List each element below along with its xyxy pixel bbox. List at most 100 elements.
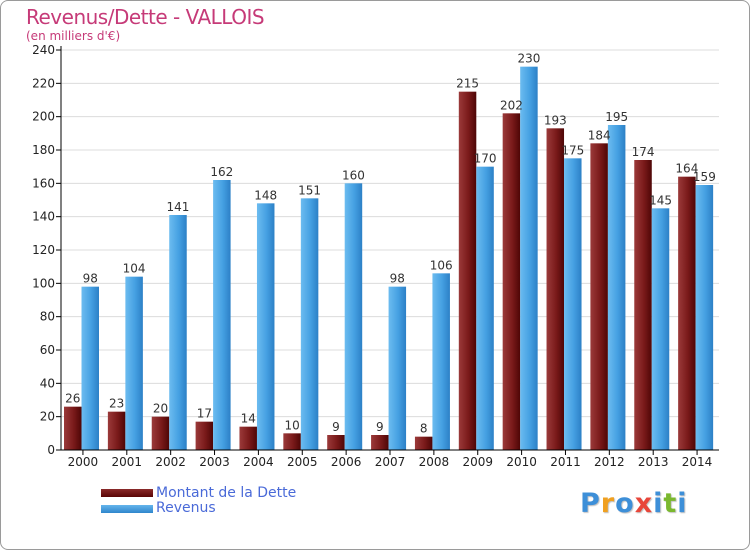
bar-debt-2002 — [151, 416, 170, 450]
chart-title: Revenus/Dette - VALLOIS — [26, 5, 265, 29]
data-label-revenue-2004: 148 — [254, 188, 277, 202]
data-label-revenue-2013: 145 — [649, 193, 672, 207]
bar-revenue-2006 — [344, 183, 363, 451]
proxiti-logo: Proxiti — [580, 488, 688, 519]
bar-revenue-2013 — [651, 208, 670, 450]
data-label-revenue-2009: 170 — [474, 152, 497, 166]
data-label-debt-2001: 23 — [109, 397, 124, 411]
data-label-revenue-2001: 104 — [123, 262, 146, 276]
data-label-revenue-2006: 160 — [342, 168, 365, 182]
bar-debt-2009 — [458, 91, 477, 451]
bar-debt-2013 — [634, 160, 652, 450]
legend-label-revenue: Revenus — [156, 500, 216, 516]
x-tick-label: 2014 — [682, 455, 713, 469]
y-tick-label: 20 — [40, 410, 55, 424]
data-label-revenue-2005: 151 — [298, 183, 321, 197]
legend-label-debt: Montant de la Dette — [156, 485, 297, 501]
data-label-revenue-2014: 159 — [693, 170, 716, 184]
x-tick-label: 2008 — [419, 455, 450, 469]
logo-letter: o — [615, 488, 635, 519]
data-label-debt-2011: 193 — [544, 113, 567, 127]
bar-debt-2003 — [195, 421, 214, 450]
data-label-revenue-2008: 106 — [430, 258, 453, 272]
data-label-debt-2009: 215 — [456, 77, 479, 91]
logo-letter: r — [600, 488, 616, 519]
data-label-debt-2005: 10 — [284, 418, 299, 432]
legend-swatch-revenue — [101, 505, 153, 513]
logo-letter: x — [634, 488, 654, 519]
y-tick-label: 80 — [40, 310, 55, 324]
x-tick-label: 2013 — [638, 455, 669, 469]
y-tick-label: 100 — [32, 276, 55, 290]
bar-revenue-2011 — [564, 158, 582, 451]
data-label-revenue-2000: 98 — [83, 272, 98, 286]
y-tick-label: 220 — [32, 76, 55, 90]
y-tick-label: 120 — [32, 243, 55, 257]
y-tick-label: 60 — [40, 343, 55, 357]
y-tick-label: 140 — [32, 210, 55, 224]
data-label-debt-2003: 17 — [197, 407, 212, 421]
y-tick-label: 40 — [40, 376, 55, 390]
data-label-debt-2000: 26 — [65, 392, 80, 406]
x-tick-label: 2005 — [287, 455, 318, 469]
data-label-revenue-2010: 230 — [517, 52, 540, 66]
data-label-debt-2002: 20 — [153, 402, 168, 416]
y-tick-label: 240 — [32, 43, 55, 57]
data-label-debt-2004: 14 — [241, 412, 256, 426]
x-tick-label: 2007 — [375, 455, 406, 469]
logo-letter: i — [677, 488, 688, 519]
data-label-revenue-2003: 162 — [210, 165, 233, 179]
bar-debt-2014 — [678, 176, 696, 450]
data-label-debt-2007: 9 — [376, 420, 384, 434]
bar-debt-2008 — [414, 436, 433, 450]
bar-debt-2011 — [546, 128, 565, 451]
bar-revenue-2008 — [432, 273, 450, 450]
chart-subtitle: (en milliers d'€) — [26, 29, 121, 43]
x-tick-label: 2001 — [112, 455, 143, 469]
data-label-revenue-2007: 98 — [390, 272, 405, 286]
data-label-revenue-2012: 195 — [605, 110, 628, 124]
bar-revenue-2010 — [520, 66, 538, 451]
data-label-debt-2010: 202 — [500, 98, 523, 112]
x-tick-label: 2000 — [68, 455, 99, 469]
bar-debt-2000 — [64, 406, 82, 450]
data-label-debt-2008: 8 — [420, 422, 428, 436]
x-tick-label: 2009 — [462, 455, 493, 469]
bar-debt-2010 — [502, 113, 521, 450]
bar-revenue-2014 — [695, 185, 714, 450]
bar-revenue-2002 — [169, 215, 187, 450]
x-tick-label: 2004 — [243, 455, 274, 469]
y-tick-label: 180 — [32, 143, 55, 157]
bar-debt-2007 — [371, 435, 389, 450]
data-label-revenue-2011: 175 — [561, 143, 584, 157]
bar-debt-2005 — [283, 433, 301, 450]
bar-revenue-2009 — [476, 166, 494, 450]
bar-revenue-2007 — [388, 286, 407, 450]
bar-revenue-2001 — [125, 276, 143, 450]
bar-revenue-2005 — [300, 198, 319, 450]
y-tick-label: 160 — [32, 176, 55, 190]
bar-debt-2006 — [327, 435, 345, 450]
data-label-revenue-2002: 141 — [167, 200, 190, 214]
bar-debt-2001 — [107, 411, 126, 450]
bar-revenue-2004 — [256, 203, 275, 450]
bar-revenue-2003 — [213, 180, 231, 450]
bar-revenue-2012 — [607, 125, 626, 450]
bar-debt-2012 — [590, 143, 608, 451]
x-tick-label: 2011 — [550, 455, 581, 469]
logo-letter: P — [580, 488, 601, 519]
data-label-debt-2006: 9 — [332, 420, 340, 434]
x-tick-label: 2012 — [594, 455, 625, 469]
legend-swatch-debt — [101, 489, 153, 497]
logo-letter: t — [663, 488, 678, 519]
data-label-debt-2013: 174 — [632, 145, 655, 159]
logo-letter: i — [653, 488, 664, 519]
x-tick-label: 2002 — [155, 455, 186, 469]
x-tick-label: 2003 — [199, 455, 230, 469]
y-tick-label: 200 — [32, 110, 55, 124]
data-label-debt-2014: 164 — [675, 162, 698, 176]
x-tick-label: 2010 — [506, 455, 537, 469]
bar-revenue-2000 — [81, 286, 99, 450]
y-tick-label: 0 — [47, 443, 55, 457]
